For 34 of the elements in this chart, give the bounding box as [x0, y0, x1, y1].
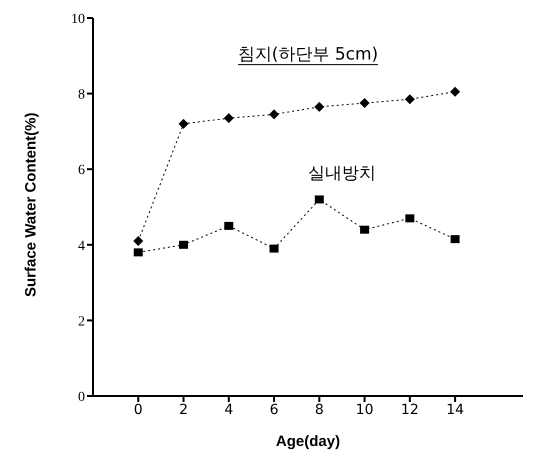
point	[314, 195, 324, 204]
x-tick-label: 0	[134, 402, 143, 418]
point	[133, 236, 144, 246]
text: 침지(하단부 5cm)	[238, 44, 378, 65]
point	[450, 235, 460, 244]
point	[178, 118, 189, 129]
point	[269, 109, 280, 120]
x-tick-label: 2	[179, 402, 188, 418]
y-tick-label: 10	[71, 12, 85, 27]
point	[314, 102, 324, 112]
x-tick-label: 6	[270, 402, 279, 418]
x-tick-label: 12	[400, 402, 419, 418]
y-tick-label: 6	[78, 163, 85, 178]
point	[134, 248, 143, 256]
point	[179, 240, 188, 249]
y-tick-label: 2	[78, 314, 85, 330]
y-tick-label: 8	[78, 88, 85, 103]
x-axis-title: Age(day)	[276, 433, 340, 450]
point	[404, 94, 415, 104]
x-tick-label: 14	[446, 402, 464, 418]
point	[450, 86, 460, 97]
point	[224, 222, 234, 230]
y-tick-label: 4	[78, 238, 85, 254]
x-tick-label: 4	[224, 402, 234, 418]
x-tick-label: 10	[356, 402, 374, 418]
point	[405, 214, 414, 222]
point	[270, 244, 279, 253]
series-label: 실내방치	[308, 164, 376, 184]
point	[360, 226, 370, 234]
y-tick-label: 0	[78, 390, 85, 405]
point	[224, 113, 234, 124]
point	[360, 98, 370, 108]
x-tick-label: 8	[314, 402, 324, 418]
y-axis-title: Surface Water Content(%)	[22, 112, 40, 297]
